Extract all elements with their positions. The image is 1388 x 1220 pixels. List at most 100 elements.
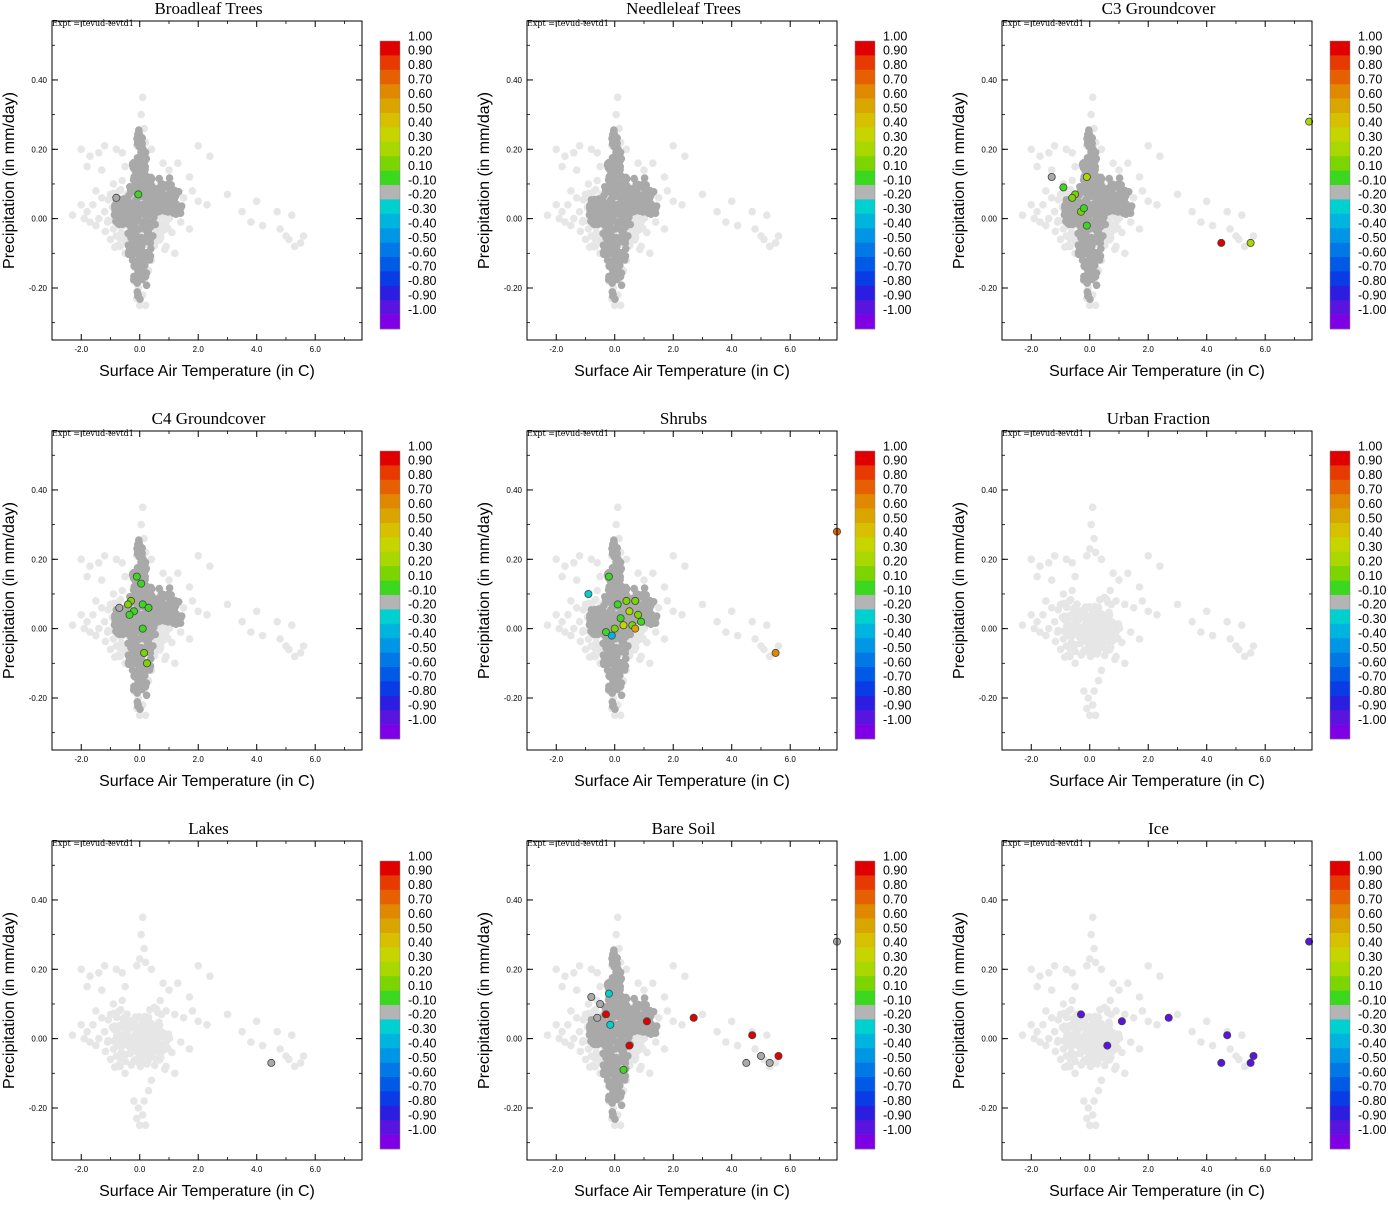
- colorbar-label: -0.10: [408, 993, 437, 1007]
- chart-panel: -2.0 0.0 2.0 4.0 6.0 -0.20 0.00 0.20 0.40 Surface…: [475, 0, 937, 400]
- data-point-background: [1068, 559, 1076, 567]
- data-point-highlight: [137, 579, 146, 588]
- data-point-background: [104, 1016, 113, 1024]
- data-point-core: [1095, 256, 1104, 264]
- data-point-background: [570, 214, 578, 223]
- data-point-core: [608, 550, 617, 558]
- data-point-core: [620, 256, 629, 264]
- colorbar-swatch: [855, 566, 875, 581]
- data-point-core: [620, 666, 629, 674]
- data-point-core: [137, 674, 146, 682]
- colorbar-swatch: [380, 875, 400, 891]
- plot-frame: [526, 20, 838, 341]
- data-point-background: [282, 232, 290, 240]
- data-point-background: [165, 166, 173, 174]
- data-point-background: [561, 628, 569, 636]
- y-tick-label: 0.20: [981, 145, 997, 154]
- data-point-background: [116, 242, 124, 251]
- data-point-core: [125, 212, 133, 221]
- data-point-background: [1083, 552, 1091, 560]
- data-point-background: [660, 225, 669, 233]
- colorbar-label: 1.00: [408, 439, 432, 453]
- data-point-background: [258, 221, 267, 230]
- colorbar-label: 1.00: [883, 439, 907, 453]
- colorbar-swatch: [855, 710, 875, 725]
- data-point-background: [1105, 608, 1113, 617]
- colorbar-swatch: [380, 55, 400, 71]
- data-point-background: [763, 211, 771, 219]
- data-point-background: [203, 1021, 211, 1029]
- colorbar-label: -0.90: [408, 1109, 437, 1123]
- data-point-background: [137, 520, 145, 529]
- colorbar-swatch: [1330, 228, 1350, 243]
- data-point-background: [296, 239, 305, 247]
- colorbar-label: 0.90: [1358, 454, 1382, 468]
- colorbar-label: 0.60: [408, 497, 432, 511]
- colorbar-swatch: [380, 314, 400, 330]
- colorbar-swatch: [855, 127, 875, 143]
- data-point-core: [147, 245, 155, 253]
- colorbar-swatch: [380, 479, 400, 495]
- x-tick-label: 2.0: [668, 345, 680, 354]
- data-point-background: [1153, 611, 1161, 619]
- data-point-background: [165, 986, 173, 994]
- data-point-highlight: [112, 193, 121, 202]
- colorbar-swatch: [855, 638, 875, 653]
- data-point-background: [80, 214, 88, 223]
- colorbar-swatch: [855, 55, 875, 71]
- colorbar-swatch: [1330, 695, 1350, 711]
- colorbar-swatch: [380, 710, 400, 725]
- colorbar-label: 0.70: [883, 483, 907, 497]
- data-point-background: [194, 197, 202, 206]
- data-point-highlight: [1079, 204, 1088, 213]
- colorbar-label: 0.80: [883, 468, 907, 482]
- x-tick-label: -2.0: [74, 345, 88, 354]
- data-point-background: [1124, 159, 1132, 167]
- data-point-background: [593, 586, 601, 595]
- data-point-background: [258, 631, 267, 640]
- colorbar-swatch: [380, 904, 400, 919]
- data-point-background: [1111, 219, 1120, 227]
- data-point-background: [765, 242, 774, 251]
- data-point-highlight: [771, 648, 780, 657]
- colorbar-label: 1.00: [1358, 29, 1382, 43]
- y-tick-label: 0.00: [506, 625, 522, 634]
- data-point-background: [751, 225, 759, 233]
- data-point-background: [1238, 211, 1246, 219]
- data-point-background: [733, 221, 742, 230]
- data-point-background: [137, 930, 145, 939]
- data-point-background: [678, 201, 686, 209]
- data-point-core: [1104, 184, 1113, 193]
- colorbar-label: 0.20: [883, 145, 907, 159]
- colorbar-label: 0.90: [408, 44, 432, 58]
- colorbar-label: -0.30: [1358, 202, 1387, 216]
- colorbar-label: -1.00: [883, 713, 912, 727]
- data-point-background: [1091, 548, 1100, 557]
- data-point-background: [1056, 645, 1065, 654]
- data-point-background: [141, 301, 150, 310]
- colorbar-swatch: [380, 933, 400, 948]
- data-point-core: [133, 288, 142, 296]
- colorbar-label: -0.50: [408, 1051, 437, 1065]
- colorbar-swatch: [855, 551, 875, 567]
- data-point-background: [613, 93, 622, 102]
- data-point-background: [223, 1010, 232, 1019]
- data-point-background: [1091, 301, 1100, 310]
- colorbar-label: 0.40: [1358, 526, 1382, 540]
- data-point-background: [1042, 221, 1050, 230]
- data-point-core: [608, 288, 617, 296]
- experiment-label: Expt = tevud-tevtd1: [527, 19, 609, 28]
- data-point-background: [585, 599, 593, 608]
- colorbar-label: -0.20: [1358, 188, 1387, 202]
- data-point-background: [135, 1121, 144, 1130]
- colorbar-label: -0.10: [883, 583, 912, 597]
- data-point-core: [154, 594, 163, 603]
- data-point-background: [634, 159, 642, 167]
- data-point-background: [1066, 652, 1074, 661]
- data-point-background: [591, 242, 599, 251]
- data-point-background: [1097, 666, 1106, 675]
- colorbar-label: 0.30: [408, 950, 432, 964]
- y-tick-label: -0.20: [979, 694, 998, 703]
- colorbar-label: -1.00: [1358, 303, 1387, 317]
- data-point-core: [154, 184, 163, 193]
